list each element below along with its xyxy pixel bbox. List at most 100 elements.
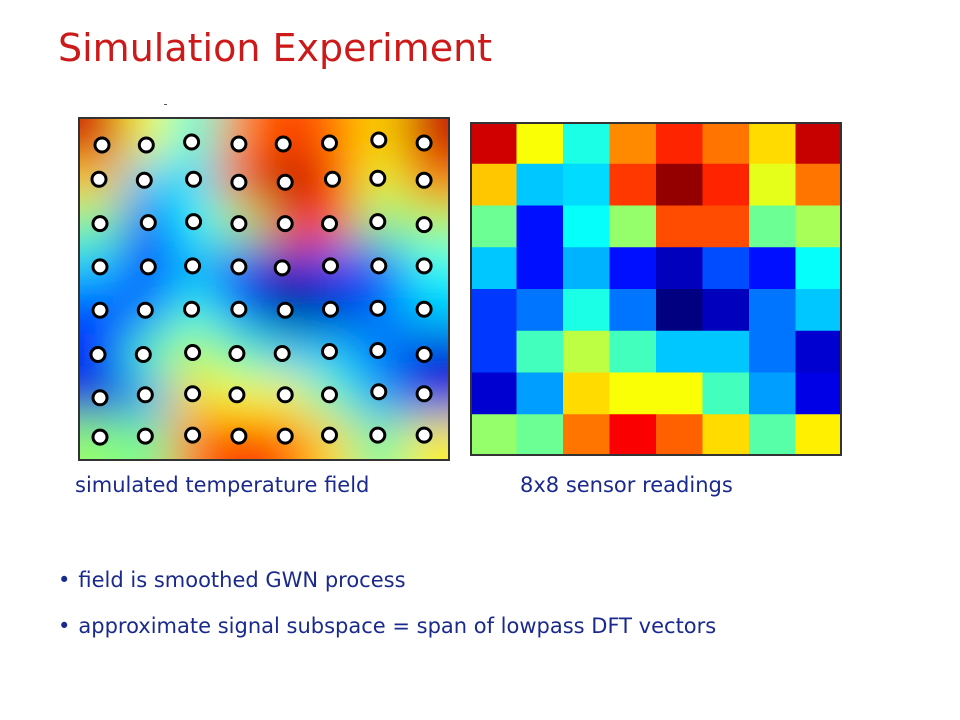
sensor-dot xyxy=(370,257,388,275)
sensor-dot xyxy=(276,427,294,445)
bullet-item: • approximate signal subspace = span of l… xyxy=(58,612,716,658)
sensor-cell xyxy=(795,205,842,248)
slide-title: Simulation Experiment xyxy=(58,26,493,70)
sensor-cell xyxy=(516,289,564,332)
grid-caption: 8x8 sensor readings xyxy=(520,473,733,497)
sensor-dot xyxy=(369,342,387,359)
sensor-dot xyxy=(321,343,338,360)
sensor-cell xyxy=(749,205,797,248)
sensor-cell xyxy=(609,289,657,332)
sensor-dot xyxy=(370,383,388,401)
sensor-cell xyxy=(702,163,750,207)
sensor-dot xyxy=(415,171,433,189)
sensor-cell xyxy=(563,122,611,165)
sensor-cell xyxy=(656,163,704,207)
sensor-cell xyxy=(516,247,564,290)
field-border xyxy=(78,117,450,461)
sensor-cell xyxy=(609,330,657,374)
sensor-cell xyxy=(609,122,657,165)
sensor-cell xyxy=(609,205,657,248)
sensor-cell xyxy=(563,372,611,415)
sensor-cell xyxy=(795,247,842,290)
sensor-dot xyxy=(136,386,154,404)
sensor-cell xyxy=(749,247,797,290)
sensor-cell xyxy=(795,414,842,456)
sensor-readings-heatmap xyxy=(470,122,842,456)
sensor-dot xyxy=(324,170,341,188)
sensor-dot xyxy=(322,300,339,318)
sensor-cell xyxy=(516,372,564,415)
sensor-dot xyxy=(276,215,294,233)
sensor-dot xyxy=(321,215,338,233)
sensor-dot xyxy=(139,258,157,276)
sensor-dot xyxy=(230,215,248,233)
sensor-cell xyxy=(795,330,842,374)
sensor-cell xyxy=(795,163,842,207)
sensor-locations xyxy=(89,131,433,446)
sensor-cell xyxy=(470,247,518,290)
sensor-cell xyxy=(470,163,518,207)
sensor-dot xyxy=(93,136,111,154)
sensor-cell xyxy=(656,330,704,374)
temperature-field-panel xyxy=(78,117,450,461)
sensor-dot xyxy=(321,426,338,444)
bullet-text: field is smoothed GWN process xyxy=(78,568,406,592)
sensor-dot xyxy=(369,213,387,231)
sensor-dot xyxy=(91,258,109,276)
sensor-cell xyxy=(609,247,657,290)
sensor-dot xyxy=(369,169,387,187)
sensor-cell xyxy=(749,330,797,374)
sensor-dot xyxy=(369,426,387,444)
sensor-cell xyxy=(563,205,611,248)
sensor-dot xyxy=(415,385,433,403)
sensor-dot xyxy=(134,346,152,363)
sensor-cell xyxy=(749,414,797,456)
sensor-dot xyxy=(415,346,433,363)
sensor-dot xyxy=(185,170,203,188)
bullet-item: • field is smoothed GWN process xyxy=(58,566,716,612)
sensor-dot xyxy=(276,301,294,319)
sensor-cell xyxy=(516,330,564,374)
sensor-dot xyxy=(183,300,201,318)
sensor-dot xyxy=(321,386,338,404)
sensor-dot xyxy=(415,426,433,444)
sensor-cell xyxy=(609,372,657,415)
sensor-dot xyxy=(184,426,202,444)
sensor-cell xyxy=(470,289,518,332)
sensor-dot xyxy=(139,214,157,232)
sensor-cell xyxy=(516,122,564,165)
sensor-dot xyxy=(415,300,433,318)
sensor-dot xyxy=(370,131,388,149)
sensor-dot xyxy=(136,427,154,445)
sensor-dot xyxy=(91,301,109,319)
sensor-cell xyxy=(563,289,611,332)
sensor-dot xyxy=(273,259,291,277)
grid-border xyxy=(470,122,842,456)
sensor-dot xyxy=(183,133,201,151)
sensor-dot xyxy=(415,216,433,234)
sensor-cell xyxy=(656,205,704,248)
bullet-marker: • xyxy=(58,568,71,592)
sensor-cell xyxy=(563,330,611,374)
sensor-cell xyxy=(470,414,518,456)
bullet-text: approximate signal subspace = span of lo… xyxy=(78,614,717,638)
bullet-list: • field is smoothed GWN process • approxim… xyxy=(58,566,716,658)
sensor-cell xyxy=(516,414,564,456)
sensor-cell xyxy=(795,289,842,332)
sensor-cell xyxy=(749,163,797,207)
sensor-cell xyxy=(749,372,797,415)
sensor-dot xyxy=(135,171,153,189)
sensor-dot xyxy=(230,300,248,318)
sensor-cell xyxy=(702,205,750,248)
sensor-cell xyxy=(656,122,704,165)
sensor-cell xyxy=(702,414,750,456)
sensor-cell xyxy=(470,330,518,374)
sensor-dot xyxy=(230,258,248,276)
sensor-dot xyxy=(89,346,107,363)
sensor-cell xyxy=(702,122,750,165)
temperature-heatmap xyxy=(78,117,450,461)
sensor-readings-panel xyxy=(470,122,842,456)
sensor-cell xyxy=(702,372,750,415)
sensor-cell xyxy=(470,372,518,415)
sensor-dot xyxy=(230,135,248,153)
